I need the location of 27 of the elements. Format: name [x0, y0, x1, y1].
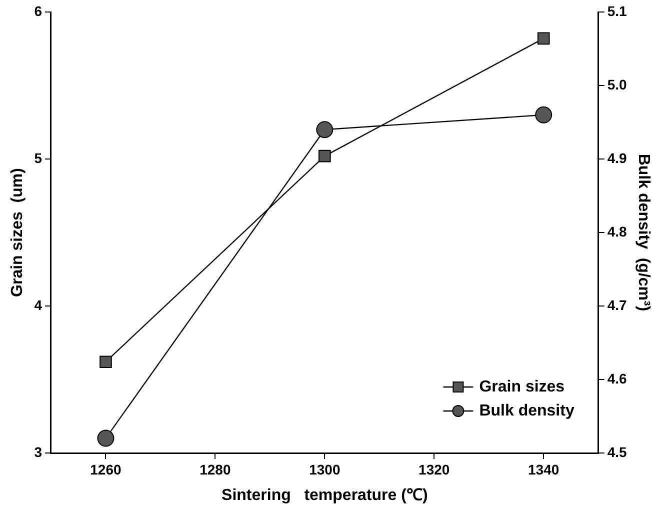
x-tick-label: 1280: [200, 461, 231, 478]
point: [318, 150, 331, 162]
x-tick-label: 1340: [528, 461, 560, 478]
x-tick-label: 1320: [418, 461, 450, 478]
y2-tick-label: 4.8: [607, 223, 628, 240]
y-tick-label: 6: [34, 2, 42, 19]
x-axis-title: Sintering temperature (℃): [222, 486, 428, 504]
y2-tick-label: 5.1: [607, 2, 628, 19]
point: [316, 121, 334, 138]
point: [535, 106, 552, 124]
x-tick-label: 1300: [309, 461, 340, 478]
y2-tick-label: 4.5: [607, 444, 628, 460]
point: [537, 32, 550, 45]
legend-label: Grain sizes: [479, 378, 565, 396]
y-tick-label: 4: [34, 296, 42, 313]
y2-tick-label: 5.0: [607, 76, 628, 92]
point: [97, 430, 114, 447]
y2-tick-label: 4.9: [607, 150, 628, 166]
point: [100, 356, 112, 368]
y2-tick-label: 4.7: [607, 296, 628, 313]
y-tick-label: 3: [34, 444, 42, 460]
x-tick-label: 1260: [90, 461, 122, 478]
y-tick-label: 5: [34, 150, 42, 166]
y2-axis-title: Bulk density (g/cm³): [634, 154, 652, 312]
legend-label: Bulk density: [479, 402, 574, 420]
y-axis-title: Grain sizes (um): [9, 168, 26, 297]
y2-tick-label: 4.6: [607, 370, 628, 386]
